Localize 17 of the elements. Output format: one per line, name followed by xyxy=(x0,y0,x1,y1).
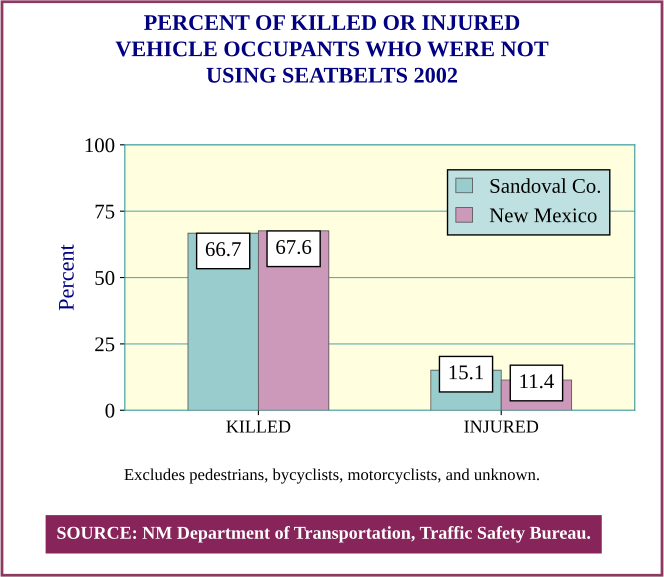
y-tick-label: 100 xyxy=(86,138,114,152)
text: Excludes pedestrians, bycyclists, motorcyclists, and unknown. xyxy=(124,468,539,484)
data-label: 67.6 xyxy=(276,240,312,254)
x-tick-label: INJURED xyxy=(464,420,538,433)
source-note: SOURCE: NM Department of Transportation, Traffic Safety Bureau. xyxy=(57,526,590,543)
data-label: 66.7 xyxy=(206,242,241,256)
data-label: 11.4 xyxy=(520,374,554,388)
chart-title: PERCENT OF KILLED OR INJURED VEHICLE OCCUPANTS WHO WERE NOT USING SEATBELTS 2002 xyxy=(116,15,548,83)
y-tick-label: 75 xyxy=(96,204,114,219)
x-tick-label: KILLED xyxy=(226,420,290,433)
data-label: 15.1 xyxy=(450,365,483,380)
y-tick-label: 0 xyxy=(105,404,114,418)
legend-label: New Mexico xyxy=(490,208,597,222)
y-axis-title: Percent xyxy=(59,244,74,310)
legend-label: Sandoval Co. xyxy=(490,178,600,194)
y-tick-label: 25 xyxy=(95,337,114,352)
y-tick-label: 50 xyxy=(95,270,114,285)
